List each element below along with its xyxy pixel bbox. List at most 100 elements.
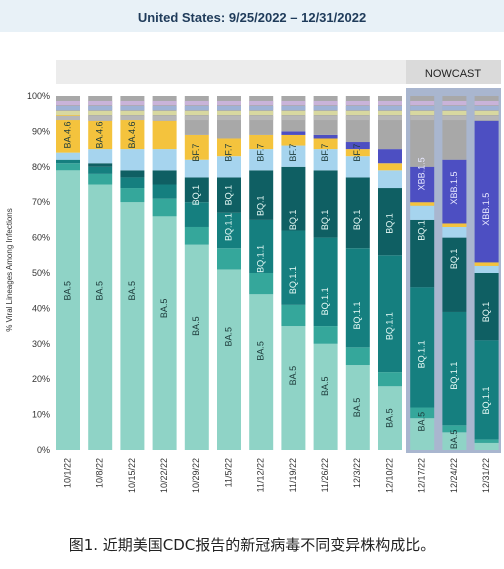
history-band — [56, 60, 406, 84]
bar-label: BQ.1 — [256, 195, 266, 216]
bar-label: XBB.1.5 — [417, 157, 427, 190]
bar-segment-ba-5 — [474, 442, 499, 450]
bar-label: BF.7 — [223, 144, 233, 162]
minor-lineage-stripe — [56, 100, 80, 106]
y-tick-label: 70% — [32, 197, 50, 207]
minor-lineage-stripe — [313, 105, 338, 111]
bar-label: XBB.1.5 — [449, 172, 459, 205]
bar-label: BQ.1 — [481, 302, 491, 323]
bar-segment-bq-1 — [378, 188, 402, 256]
x-tick-label: 12/24/22 — [449, 458, 459, 493]
x-tick-label: 10/15/22 — [127, 458, 137, 493]
bar-segment-ba-4-6 — [184, 134, 209, 160]
x-tick-label: 12/3/22 — [352, 458, 362, 488]
bar-label: BA.5 — [62, 281, 72, 301]
bars-layer — [56, 96, 499, 450]
bar-label: BQ.1 — [191, 185, 201, 206]
bar-segment-ba-5 — [152, 216, 177, 450]
bar-label: BA.5 — [95, 281, 105, 301]
minor-lineage-stripe — [345, 100, 370, 106]
x-tick-label: 10/22/22 — [159, 458, 169, 493]
bar-segment-bf-7 — [152, 149, 177, 171]
y-tick-label: 60% — [32, 233, 50, 243]
y-tick-label: 0% — [37, 445, 50, 455]
x-tick-label: 11/5/22 — [223, 458, 233, 487]
x-tick-label: 10/29/22 — [191, 458, 201, 493]
minor-lineage-stripe — [410, 105, 435, 111]
bar-label: BQ.1.1 — [384, 312, 394, 340]
x-tick-label: 11/26/22 — [320, 458, 330, 492]
bar-segment-ba-5 — [184, 244, 209, 450]
minor-lineage-stripe — [217, 100, 241, 106]
bar-segment-bq-1 — [345, 177, 370, 249]
bar-segment-bq-1-1 — [410, 287, 435, 408]
bar-label: BQ.1 — [352, 210, 362, 231]
bar-segment-bf-7 — [442, 226, 467, 238]
bar-label: BA.5 — [417, 412, 427, 432]
bar-segment-lineage — [313, 326, 338, 344]
bar-segment-ba-5 — [281, 326, 306, 450]
bar-segment-lineage — [442, 425, 467, 433]
minor-lineage-stripe — [217, 105, 241, 111]
bar-segment-ba-4-6 — [88, 120, 113, 150]
bar-segment-xbb-1-5 — [410, 166, 435, 203]
bar-segment-bf-7 — [56, 152, 80, 160]
bar-segment-bf-7 — [184, 159, 209, 178]
bar-segment-ba-4-6 — [410, 202, 435, 206]
bar-segment-lineage — [56, 163, 80, 171]
minor-lineage-stripe — [249, 100, 274, 106]
bar-label: XBB.1.5 — [481, 193, 491, 226]
minor-lineage-stripe — [184, 105, 209, 111]
bar-segment-bq-1 — [152, 170, 177, 185]
bar-label: BQ.1 — [449, 249, 459, 270]
bar-label: BF.7 — [288, 144, 298, 162]
minor-lineage-stripe — [56, 105, 80, 111]
bar-segment-ba-5 — [410, 418, 435, 450]
minor-lineage-stripe — [410, 115, 435, 121]
minor-lineage-stripe — [281, 105, 306, 111]
bar-label: BA.5 — [352, 398, 362, 418]
x-tick-label: 12/10/22 — [384, 458, 394, 493]
bar-segment-ba-5 — [56, 170, 80, 450]
minor-lineage-stripe — [378, 115, 402, 121]
minor-lineage-stripe — [410, 110, 435, 116]
bar-label: BA.4.6 — [62, 121, 72, 148]
bar-label: BQ.1 — [223, 185, 233, 206]
minor-lineage-stripe — [313, 110, 338, 116]
bar-segment-bq-1 — [88, 163, 113, 167]
bar-segment-bq-1-1 — [378, 255, 402, 373]
nowcast-label: NOWCAST — [425, 68, 482, 80]
bar-segment-bq-1-1 — [152, 184, 177, 199]
bar-segment-lineage — [88, 173, 113, 185]
minor-lineage-stripe — [88, 110, 113, 116]
x-tick-label: 10/1/22 — [62, 458, 72, 488]
minor-lineage-stripe — [120, 100, 145, 106]
bar-label: BA.5 — [288, 366, 298, 386]
x-tick-label: 12/31/22 — [481, 458, 491, 493]
bar-segment-bq-1 — [249, 170, 274, 220]
bar-segment-bq-1-1 — [345, 248, 370, 348]
minor-lineage-stripe — [442, 100, 467, 106]
bar-segment-bf-7 — [345, 156, 370, 178]
bar-segment-ba-4-6 — [313, 138, 338, 150]
minor-lineage-stripe — [281, 115, 306, 121]
bar-segment-ba-4-6 — [442, 223, 467, 227]
minor-lineage-stripe — [313, 115, 338, 121]
bar-segment-lineage — [474, 439, 499, 443]
bar-segment-lineage — [152, 198, 177, 217]
bar-segment-bq-1 — [184, 177, 209, 203]
nowcast-band — [406, 60, 501, 84]
x-axis-ticks: 10/1/22 10/8/22 10/15/22 10/22/22 10/29/22 11… — [62, 458, 491, 493]
bar-segment-bq-1-1 — [249, 219, 274, 273]
bar-label: BQ.1.1 — [481, 386, 491, 414]
bar-segment-bf-7 — [313, 149, 338, 171]
bar-segment-lineage — [217, 248, 241, 270]
header-band — [0, 0, 504, 32]
y-tick-label: 10% — [32, 410, 50, 420]
bar-segment-lineage — [120, 188, 145, 203]
minor-lineage-stripe — [88, 115, 113, 121]
bar-segment-ba-5 — [345, 365, 370, 450]
y-tick-label: 100% — [27, 91, 50, 101]
y-axis-label: % Viral Lineages Among Infections — [5, 208, 14, 331]
bar-label: BA.5 — [320, 377, 330, 397]
